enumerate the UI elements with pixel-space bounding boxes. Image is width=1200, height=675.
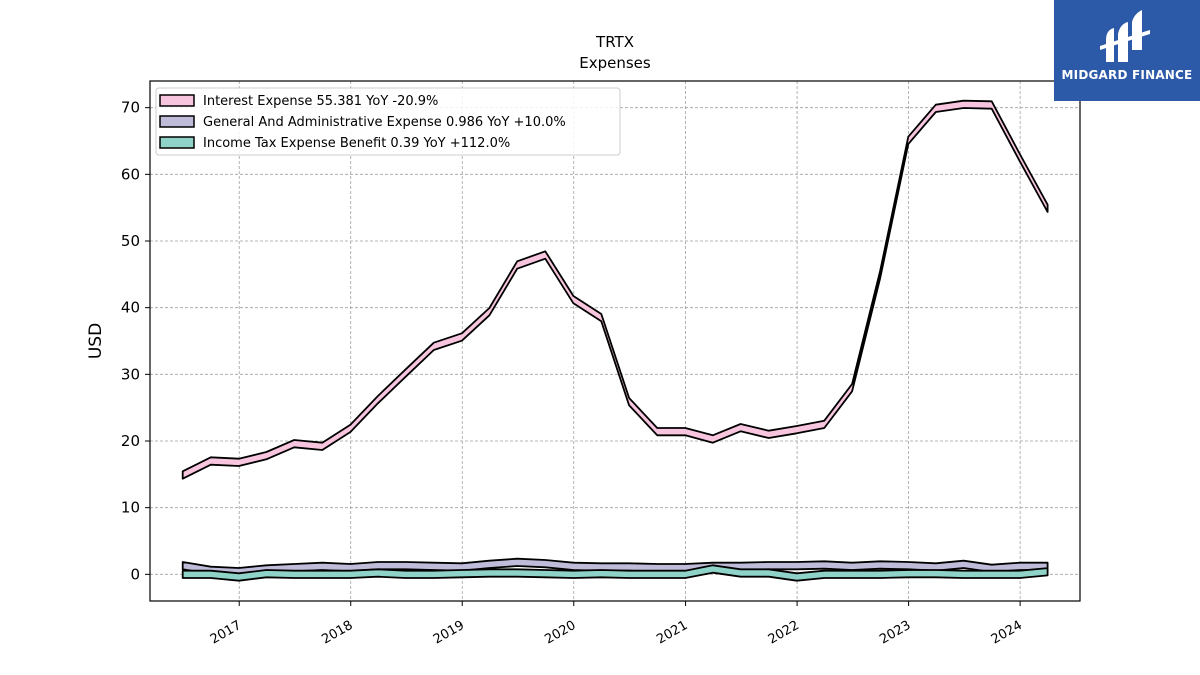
x-tick-label: 2023: [877, 618, 913, 648]
x-tick-label: 2020: [542, 618, 578, 648]
y-tick-label: 70: [121, 99, 140, 117]
legend-swatch: [159, 136, 195, 149]
y-tick-label: 0: [130, 565, 140, 583]
y-tick-label: 10: [121, 499, 140, 517]
legend-label: Income Tax Expense Benefit 0.39 YoY +112…: [203, 136, 510, 151]
y-tick-label: 50: [121, 232, 140, 250]
legend-swatch: [159, 115, 195, 128]
chart-title: TRTX: [595, 33, 634, 51]
legend-box: [155, 87, 621, 156]
x-tick-label: 2024: [989, 618, 1025, 648]
y-tick-label: 60: [121, 165, 140, 183]
brand-logo: MIDGARD FINANCE: [1054, 0, 1200, 101]
logo-text: MIDGARD FINANCE: [1061, 68, 1193, 82]
grid: [150, 81, 1080, 601]
chart-subtitle: Expenses: [579, 54, 651, 72]
y-axis-label: USD: [86, 323, 106, 359]
y-tick-label: 40: [121, 299, 140, 317]
x-tick-label: 2022: [766, 618, 802, 648]
y-tick-label: 30: [121, 365, 140, 383]
series-band-2: [181, 564, 1049, 582]
plot-frame: [149, 80, 1081, 602]
legend-label: Interest Expense 55.381 YoY -20.9%: [203, 94, 438, 109]
y-tick-label: 20: [121, 432, 140, 450]
x-tick-label: 2019: [431, 618, 467, 648]
legend-label: General And Administrative Expense 0.986…: [203, 115, 566, 130]
x-tick-label: 2021: [654, 618, 690, 648]
logo-mark-icon: [1100, 10, 1150, 62]
x-tick-label: 2018: [319, 618, 355, 648]
legend: Interest Expense 55.381 YoY -20.9% Genera…: [155, 87, 621, 156]
x-tick-label: 2017: [208, 618, 244, 648]
series-areas: [181, 99, 1049, 582]
series-band-0: [181, 99, 1049, 480]
legend-swatch: [159, 94, 195, 107]
